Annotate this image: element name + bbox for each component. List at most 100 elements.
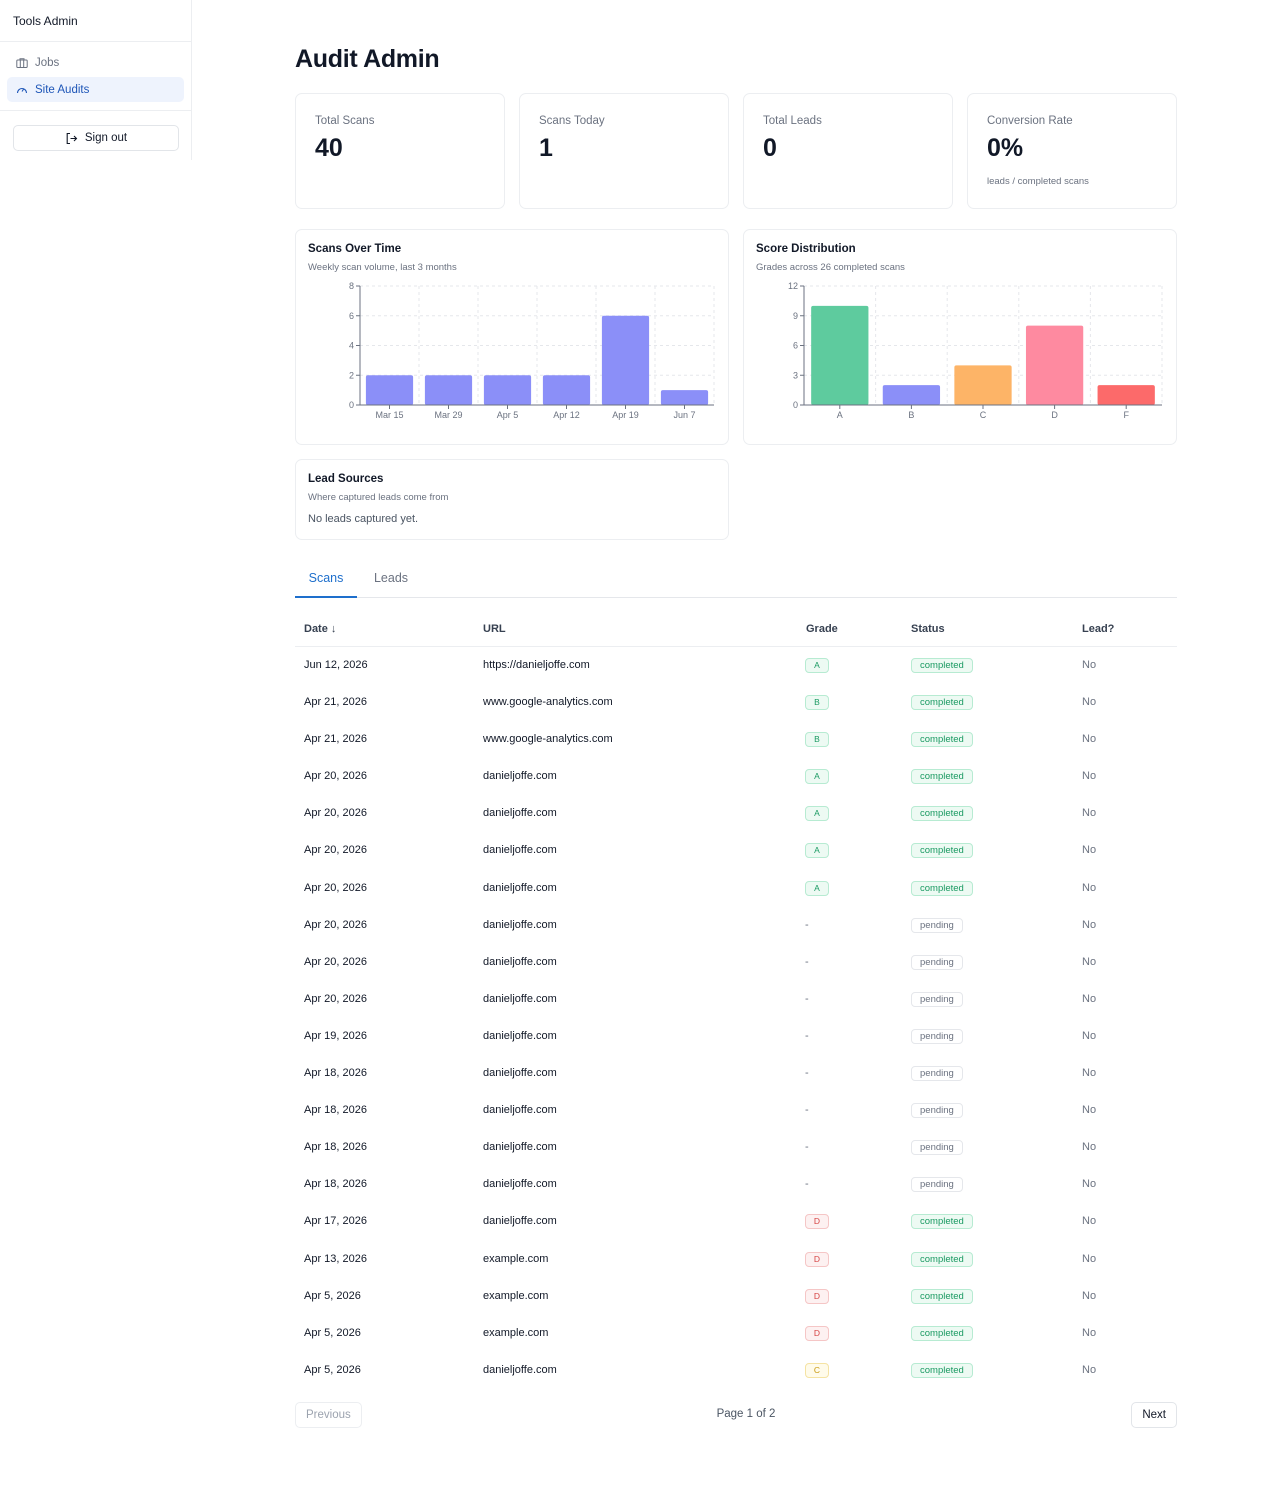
cell-grade: A (805, 880, 829, 896)
grade-badge: A (805, 843, 829, 859)
column-header-date[interactable]: Date ↓ (304, 623, 337, 635)
table-row[interactable]: Apr 18, 2026 danieljoffe.com - pending No (295, 1092, 1177, 1129)
cell-status: pending (911, 1177, 963, 1193)
cell-date: Apr 21, 2026 (304, 733, 367, 746)
y-tick-label: 6 (349, 311, 354, 321)
bar-jun-7 (660, 390, 709, 405)
cell-url: example.com (483, 1252, 549, 1265)
stat-note: leads / completed scans (987, 176, 1089, 187)
status-badge: pending (911, 1066, 963, 1082)
table-header: Date ↓ URL Grade Status Lead? (295, 610, 1177, 647)
table-row[interactable]: Apr 20, 2026 danieljoffe.com - pending No (295, 907, 1177, 944)
cell-status: completed (911, 843, 973, 859)
x-tick-label: A (837, 410, 843, 420)
cell-lead: No (1082, 770, 1097, 783)
grade-badge: D (805, 1288, 829, 1304)
cell-date: Apr 18, 2026 (304, 1178, 367, 1191)
sign-out-button[interactable]: Sign out (13, 125, 179, 151)
cell-url: www.google-analytics.com (483, 733, 613, 746)
grade-empty: - (805, 1104, 809, 1117)
table-row[interactable]: Apr 18, 2026 danieljoffe.com - pending No (295, 1055, 1177, 1092)
bar-apr-5 (483, 375, 532, 405)
grade-empty: - (805, 992, 809, 1005)
cell-url: danieljoffe.com (483, 918, 557, 931)
cell-url: example.com (483, 1289, 549, 1302)
bar-mar-15 (365, 375, 414, 405)
table-row[interactable]: Apr 18, 2026 danieljoffe.com - pending No (295, 1166, 1177, 1203)
scans-over-time-chart: 0 2 4 6 8 Mar 15 Mar 29 Apr 5 Apr 12 Apr 19 Jun 7 (349, 281, 715, 420)
chart-subtitle: Grades across 26 completed scans (756, 262, 905, 273)
y-tick-label: 4 (349, 341, 354, 351)
table-row[interactable]: Apr 20, 2026 danieljoffe.com - pending No (295, 981, 1177, 1018)
sidebar-item-site-audits[interactable]: Site Audits (7, 77, 184, 102)
status-badge: completed (911, 1288, 973, 1304)
grade-badge: A (805, 769, 829, 785)
tab-leads[interactable]: Leads (373, 571, 409, 585)
status-badge: completed (911, 769, 973, 785)
status-badge: pending (911, 917, 963, 933)
grade-badge: D (805, 1325, 829, 1341)
y-tick-label: 6 (793, 341, 798, 351)
cell-date: Apr 19, 2026 (304, 1029, 367, 1042)
status-badge: completed (911, 1214, 973, 1230)
cell-date: Apr 20, 2026 (304, 807, 367, 820)
status-badge: pending (911, 991, 963, 1007)
cell-status: completed (911, 1362, 973, 1378)
cell-grade: - (805, 1030, 809, 1042)
cell-date: Jun 12, 2026 (304, 659, 368, 671)
logout-icon (66, 132, 78, 144)
x-tick-label: Apr 19 (612, 410, 639, 420)
cell-date: Apr 13, 2026 (304, 1252, 367, 1265)
stat-label: Scans Today (539, 115, 605, 127)
column-header-url: URL (483, 623, 506, 635)
cell-lead: No (1082, 1178, 1097, 1191)
stat-value: 0% (987, 134, 1024, 162)
cell-status: pending (911, 1140, 963, 1156)
cell-url: danieljoffe.com (483, 1141, 557, 1154)
stat-value: 1 (539, 134, 553, 162)
status-badge: completed (911, 1325, 973, 1341)
table-row[interactable]: Apr 19, 2026 danieljoffe.com - pending No (295, 1018, 1177, 1055)
cell-date: Apr 18, 2026 (304, 1104, 367, 1117)
next-page-button[interactable]: Next (1131, 1402, 1177, 1428)
stat-value: 0 (763, 134, 777, 162)
x-tick-label: Jun 7 (673, 410, 695, 420)
sign-out-label: Sign out (84, 132, 128, 144)
sidebar-item-jobs[interactable]: Jobs (7, 50, 184, 75)
y-tick-label: 3 (793, 370, 798, 380)
cell-lead: No (1082, 918, 1097, 931)
cell-date: Apr 5, 2026 (304, 1363, 361, 1376)
grade-empty: - (805, 1029, 809, 1042)
grade-badge: C (805, 1362, 829, 1378)
cell-status: pending (911, 917, 963, 933)
table-row[interactable]: Apr 18, 2026 danieljoffe.com - pending No (295, 1129, 1177, 1166)
status-badge: completed (911, 806, 973, 822)
lead-sources-panel: Lead Sources Where captured leads come f… (295, 459, 729, 540)
status-badge: completed (911, 1362, 973, 1378)
table-row[interactable]: Apr 20, 2026 danieljoffe.com - pending No (295, 944, 1177, 981)
panel-subtitle: Where captured leads come from (308, 492, 449, 503)
cell-date: Apr 17, 2026 (304, 1215, 367, 1228)
cell-url: danieljoffe.com (483, 1363, 557, 1376)
previous-page-button[interactable]: Previous (295, 1402, 362, 1428)
cell-url: danieljoffe.com (483, 807, 557, 820)
cell-lead: No (1082, 733, 1097, 746)
sidebar-item-label: Jobs (35, 56, 60, 69)
cell-status: pending (911, 1066, 963, 1082)
tab-scans[interactable]: Scans (295, 562, 357, 598)
cell-url: danieljoffe.com (483, 844, 557, 857)
cell-date: Apr 5, 2026 (304, 1289, 361, 1302)
cell-date: Apr 5, 2026 (304, 1326, 361, 1339)
